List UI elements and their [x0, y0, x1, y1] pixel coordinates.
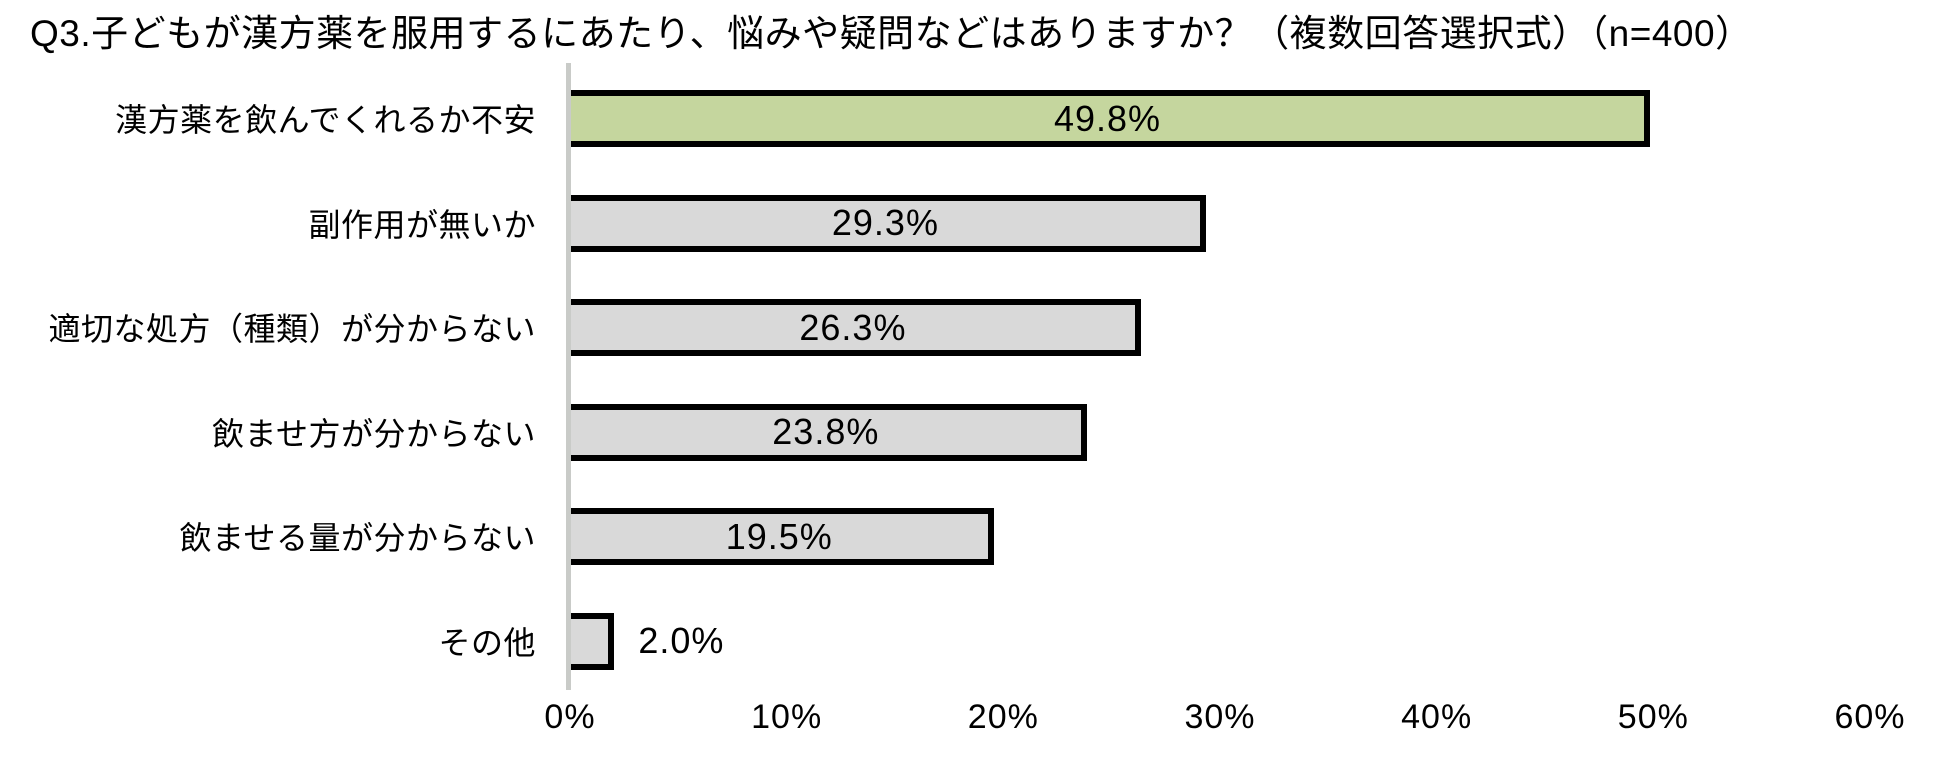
bar: 26.3%	[571, 299, 1141, 356]
value-label: 29.3%	[831, 202, 939, 243]
category-label: 適切な処方（種類）が分からない	[48, 311, 536, 348]
category-label: その他	[438, 624, 536, 661]
x-tick-label: 20%	[967, 698, 1039, 736]
category-label: 副作用が無いか	[308, 206, 536, 243]
x-tick-label: 30%	[1184, 698, 1256, 736]
bar: 49.8%	[571, 90, 1650, 147]
category-label: 飲ませ方が分からない	[211, 415, 536, 452]
value-label: 26.3%	[799, 306, 907, 348]
value-label: 23.8%	[772, 411, 880, 452]
chart-title: Q3.子どもが漢方薬を服用するにあたり、悩みや疑問などはありますか？（複数回答選…	[30, 13, 1753, 54]
bar: 19.5%	[571, 508, 994, 565]
x-tick-label: 10%	[751, 698, 823, 736]
category-label: 漢方薬を飲んでくれるか不安	[115, 102, 536, 139]
bar	[571, 612, 615, 670]
value-label: 19.5%	[725, 515, 833, 557]
x-tick-label: 60%	[1834, 698, 1906, 736]
y-axis-line	[566, 63, 571, 690]
bar: 23.8%	[571, 403, 1087, 461]
x-tick-label: 40%	[1401, 698, 1473, 736]
value-label: 49.8%	[1053, 97, 1162, 139]
bar: 29.3%	[571, 194, 1206, 252]
value-label: 2.0%	[638, 620, 725, 661]
x-tick-label: 50%	[1617, 698, 1689, 736]
category-label: 飲ませる量が分からない	[179, 520, 536, 557]
x-tick-label: 0%	[544, 698, 596, 736]
